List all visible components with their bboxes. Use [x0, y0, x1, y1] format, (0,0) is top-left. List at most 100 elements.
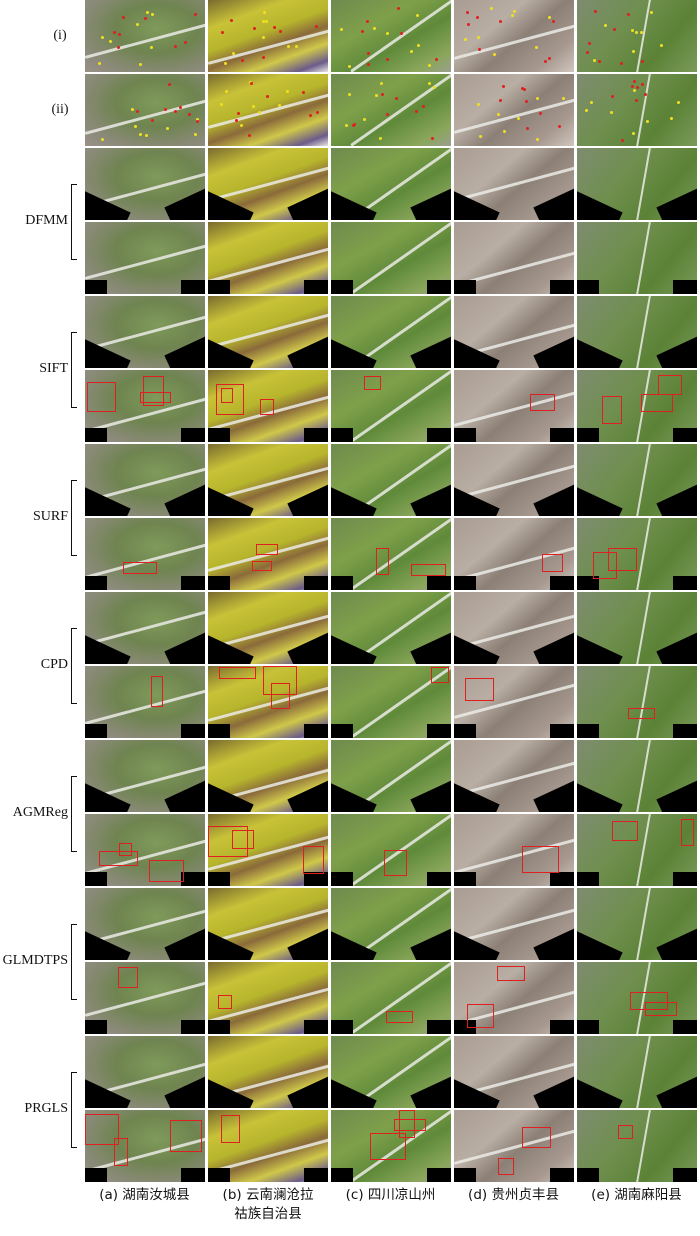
- match-point-yellow: [534, 45, 538, 49]
- match-point-yellow: [428, 64, 432, 68]
- match-point-yellow: [372, 27, 376, 31]
- match-point-red: [641, 60, 645, 64]
- outlier-box: [385, 1010, 413, 1023]
- match-point-yellow: [432, 86, 436, 90]
- road-stroke: [636, 814, 652, 886]
- aerial-image-cell: [331, 666, 451, 738]
- aerial-image-cell: [454, 370, 574, 442]
- outlier-box: [216, 383, 244, 415]
- match-point-red: [136, 109, 140, 113]
- match-point-yellow: [645, 119, 649, 123]
- black-warp-border: [331, 280, 353, 294]
- road-stroke: [636, 148, 652, 220]
- match-point-red: [498, 19, 502, 23]
- match-point-red: [632, 80, 636, 84]
- black-warp-border: [287, 182, 328, 220]
- aerial-image-cell: [208, 1036, 328, 1108]
- black-warp-border: [331, 428, 353, 442]
- match-point-yellow: [133, 125, 137, 129]
- black-warp-border: [656, 922, 697, 960]
- match-point-red: [386, 113, 390, 117]
- match-point-red: [644, 92, 648, 96]
- aerial-image-cell: [331, 740, 451, 812]
- black-warp-border: [304, 428, 328, 442]
- match-point-yellow: [416, 44, 420, 48]
- match-point-yellow: [585, 109, 588, 113]
- road-stroke: [636, 888, 652, 960]
- match-point-red: [641, 83, 645, 87]
- black-warp-border: [577, 335, 623, 368]
- match-point-red: [593, 10, 597, 14]
- outlier-box: [220, 387, 234, 404]
- match-point-red: [315, 110, 319, 114]
- match-point-yellow: [135, 23, 139, 27]
- aerial-image-cell: [85, 1110, 205, 1182]
- match-point-yellow: [345, 124, 349, 128]
- black-warp-border: [304, 576, 328, 590]
- aerial-image-cell: [208, 0, 328, 72]
- match-point-red: [399, 32, 403, 36]
- black-warp-border: [454, 1168, 476, 1182]
- match-point-yellow: [631, 131, 635, 135]
- black-warp-border: [331, 1168, 353, 1182]
- aerial-image-cell: [454, 0, 574, 72]
- match-point-red: [476, 15, 480, 19]
- method-bracket: [71, 628, 77, 704]
- match-point-red: [588, 42, 592, 46]
- outlier-box: [142, 375, 164, 407]
- outlier-box: [98, 851, 138, 867]
- match-point-red: [196, 119, 199, 123]
- match-point-yellow: [512, 9, 516, 13]
- black-warp-border: [287, 330, 328, 368]
- aerial-image-cell: [577, 296, 697, 368]
- match-point-yellow: [98, 62, 102, 66]
- outlier-box: [150, 675, 164, 708]
- match-point-yellow: [348, 65, 352, 69]
- aerial-image-cell: [85, 444, 205, 516]
- aerial-image-cell: [85, 666, 205, 738]
- road-stroke: [85, 243, 205, 281]
- outlier-box: [629, 992, 668, 1010]
- aerial-image-cell: [577, 518, 697, 590]
- outlier-box: [399, 1110, 416, 1139]
- black-warp-border: [550, 1168, 574, 1182]
- aerial-image-cell: [85, 0, 205, 72]
- road-stroke: [636, 222, 652, 294]
- aerial-image-cell: [85, 814, 205, 886]
- aerial-image-cell: [454, 888, 574, 960]
- aerial-image-cell: [331, 518, 451, 590]
- road-stroke: [454, 97, 574, 134]
- outlier-box: [170, 1120, 202, 1152]
- match-point-red: [525, 100, 529, 104]
- road-stroke: [85, 688, 205, 726]
- match-point-red: [168, 83, 172, 87]
- aerial-image-cell: [577, 1110, 697, 1182]
- match-point-red: [235, 119, 239, 123]
- match-point-red: [250, 81, 254, 85]
- black-warp-border: [454, 335, 500, 368]
- aerial-image-cell: [454, 148, 574, 220]
- road-stroke: [636, 296, 652, 368]
- black-warp-border: [85, 724, 107, 738]
- road-stroke: [454, 390, 574, 427]
- aerial-image-cell: [331, 814, 451, 886]
- column-caption: (e) 湖南麻阳县: [591, 1187, 682, 1203]
- match-point-yellow: [634, 30, 638, 34]
- black-warp-border: [427, 428, 451, 442]
- aerial-image-cell: [208, 370, 328, 442]
- match-point-yellow: [633, 89, 637, 93]
- outlier-box: [497, 965, 526, 982]
- aerial-image-cell: [208, 740, 328, 812]
- aerial-image-cell: [85, 592, 205, 664]
- match-point-red: [620, 61, 624, 65]
- black-warp-border: [550, 872, 574, 886]
- match-point-yellow: [286, 44, 290, 48]
- aerial-image-cell: [454, 1110, 574, 1182]
- black-warp-border: [577, 576, 599, 590]
- road-stroke: [85, 980, 205, 1017]
- aerial-image-cell: [454, 666, 574, 738]
- match-point-yellow: [590, 101, 594, 105]
- aerial-image-cell: [331, 888, 451, 960]
- match-point-red: [118, 32, 122, 36]
- match-point-red: [552, 19, 556, 23]
